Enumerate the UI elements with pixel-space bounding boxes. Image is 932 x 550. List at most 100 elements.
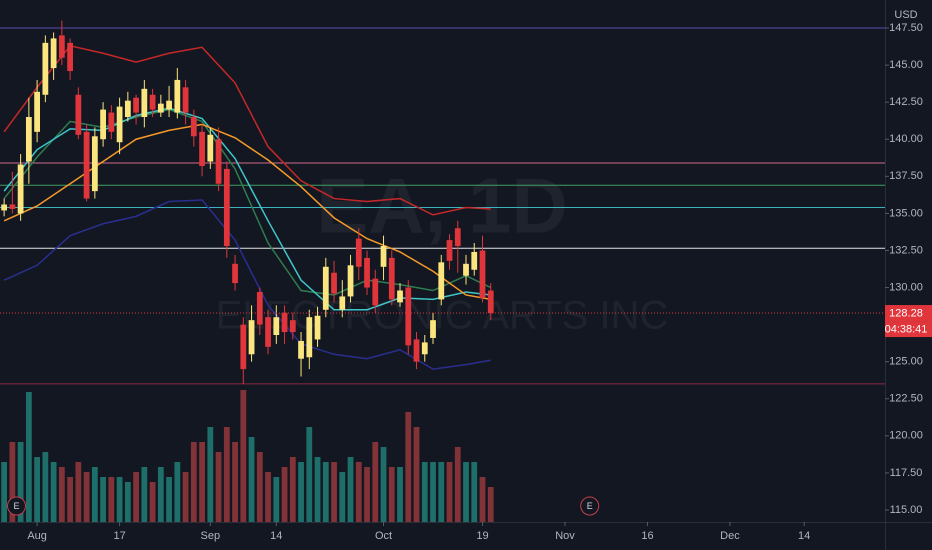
volume-bar <box>9 442 16 522</box>
x-tick-label: 16 <box>641 530 653 542</box>
volume-bar <box>223 427 230 522</box>
volume-bar <box>364 467 370 522</box>
candle-body <box>42 42 49 95</box>
volume-bar <box>157 467 164 522</box>
y-tick-label: 135.00 <box>889 207 923 219</box>
volume-bar <box>347 457 354 522</box>
indicator-line <box>3 44 491 216</box>
candle-body <box>174 79 181 113</box>
y-tick-label: 140.00 <box>889 133 923 145</box>
x-tick-label: 17 <box>113 530 125 542</box>
candle-body <box>405 287 412 346</box>
y-tick-label: 145.00 <box>889 59 923 71</box>
y-tick-label: 147.50 <box>889 22 923 34</box>
candle-body <box>364 257 370 288</box>
candle-body <box>1 204 8 211</box>
volume-bar <box>83 472 90 522</box>
volume-bar <box>487 487 494 522</box>
volume-bar <box>471 462 478 522</box>
candle-body <box>149 94 156 110</box>
candle-body <box>215 139 222 184</box>
candle-body <box>182 87 189 113</box>
y-tick-label: 117.50 <box>890 467 923 479</box>
volume-bar <box>438 462 445 522</box>
volume-bar <box>199 442 205 522</box>
volume-bar <box>166 477 172 522</box>
y-tick-label: 130.00 <box>889 281 923 293</box>
volume-bar <box>91 467 98 522</box>
volume-bar <box>42 452 49 522</box>
x-tick-label: Nov <box>555 530 575 542</box>
candle-body <box>166 100 172 110</box>
candle-body <box>232 263 238 284</box>
candle-body <box>322 266 329 310</box>
candle-body <box>298 340 304 359</box>
candle-body <box>199 131 205 166</box>
volume-bar <box>232 442 238 522</box>
volume-bar <box>116 477 123 522</box>
event-marker <box>6 496 26 516</box>
candle-body <box>454 228 461 247</box>
volume-bar <box>454 447 461 522</box>
volume-bar <box>397 467 403 522</box>
volume-bar <box>331 462 337 522</box>
candle-body <box>83 131 90 199</box>
volume-bar <box>380 447 387 522</box>
y-tick-label: 122.50 <box>889 393 923 405</box>
candle-body <box>471 251 478 270</box>
x-tick-label: 19 <box>476 530 488 542</box>
last-price-label: 128.28 <box>889 307 923 319</box>
watermark: EA, 1D <box>316 162 567 250</box>
event-label: E <box>13 501 19 511</box>
volume-bar <box>281 467 288 522</box>
candle-body <box>339 296 346 310</box>
candle-body <box>116 106 123 143</box>
volume-bar <box>314 457 321 522</box>
candle-body <box>430 320 436 338</box>
volume-bar <box>463 462 469 522</box>
candle-body <box>207 134 214 162</box>
candle-body <box>67 42 73 72</box>
candle-body <box>438 262 445 300</box>
candle-body <box>58 35 65 58</box>
x-tick-label: Aug <box>27 530 47 542</box>
x-tick-label: Oct <box>375 530 392 542</box>
candle-body <box>190 117 197 137</box>
event-label: E <box>587 501 593 511</box>
volume-bar <box>58 467 65 522</box>
candle-body <box>157 103 164 113</box>
candle-body <box>248 320 255 355</box>
volume-bar <box>322 462 329 522</box>
volume-bar <box>67 477 73 522</box>
candle-body <box>463 263 469 276</box>
candle-body <box>108 112 115 132</box>
candle-body <box>355 238 362 267</box>
candle-body <box>446 240 453 261</box>
countdown-label: 04:38:41 <box>885 323 928 335</box>
y-tick-label: 120.00 <box>889 430 923 442</box>
candle-body <box>91 136 98 192</box>
last-price-badge <box>885 305 932 322</box>
candle-body <box>75 94 82 135</box>
candle-body <box>124 100 131 118</box>
candle-body <box>223 168 230 247</box>
volume-bar <box>34 457 41 522</box>
y-tick-label: 137.50 <box>889 170 923 182</box>
candle-body <box>487 290 494 314</box>
volume-bar <box>289 457 296 522</box>
volume-bar <box>149 482 156 522</box>
volume-bar <box>1 462 8 522</box>
candle-body <box>347 265 354 297</box>
candle-body <box>331 272 337 294</box>
countdown-badge <box>885 321 932 338</box>
x-tick-label: 14 <box>798 530 810 542</box>
volume-bar <box>273 477 280 522</box>
volume-bar <box>25 392 32 522</box>
candle-body <box>289 320 296 333</box>
candle-body <box>50 38 57 69</box>
volume-bar <box>421 462 428 522</box>
volume-bar <box>446 462 453 522</box>
volume-bar <box>265 472 271 522</box>
candle-body <box>141 88 148 118</box>
